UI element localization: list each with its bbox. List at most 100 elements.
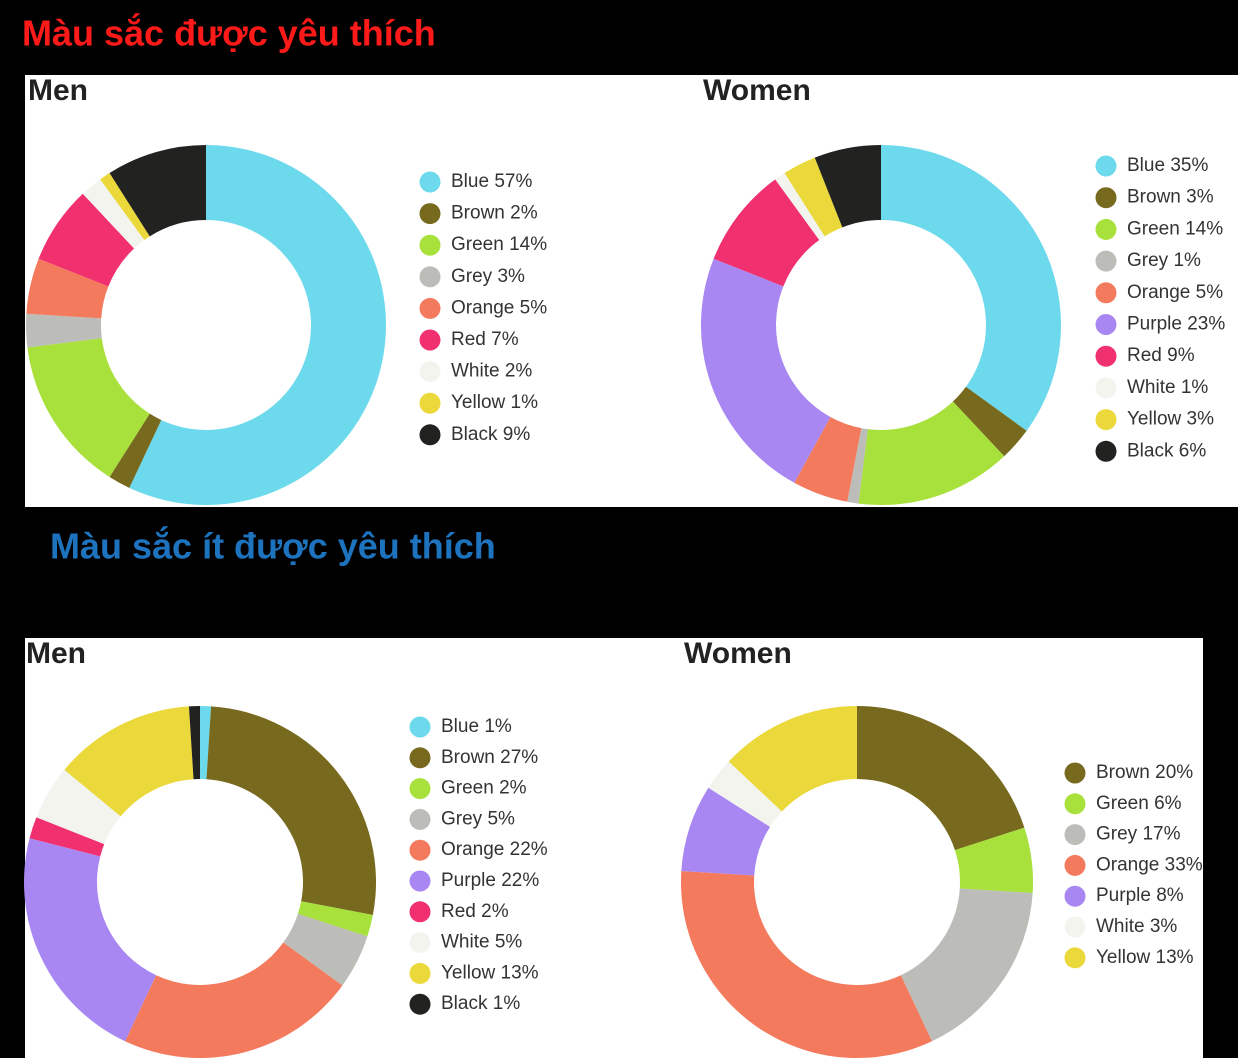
legend-swatch bbox=[409, 962, 431, 984]
legend-entry: Brown 2% bbox=[451, 203, 538, 224]
legend-value: 9% bbox=[1167, 345, 1195, 366]
legend-swatch bbox=[409, 993, 431, 1015]
legend-value: 3% bbox=[497, 266, 525, 287]
legend-entry: Red 7% bbox=[451, 329, 519, 350]
legend-swatch bbox=[409, 747, 431, 769]
slice bbox=[129, 145, 387, 505]
slice bbox=[297, 901, 373, 937]
legend-label: Purple bbox=[1096, 885, 1151, 906]
legend-entry: Purple 22% bbox=[441, 870, 539, 891]
legend-swatch bbox=[419, 171, 441, 193]
legend-label: Yellow bbox=[441, 962, 496, 983]
legend-entry: White 5% bbox=[441, 932, 522, 953]
legend-entry: Orange 33% bbox=[1096, 854, 1203, 875]
legend-label: Orange bbox=[451, 297, 514, 318]
slice bbox=[858, 401, 1005, 506]
slice bbox=[109, 145, 206, 237]
legend-value: 3% bbox=[1187, 409, 1215, 430]
legend-entry: Orange 5% bbox=[1127, 282, 1223, 303]
legend-value: 14% bbox=[509, 234, 547, 255]
legend-label: Grey bbox=[451, 266, 493, 287]
legend-entry: Brown 27% bbox=[441, 747, 538, 768]
slice bbox=[26, 258, 109, 319]
legend-value: 27% bbox=[500, 747, 538, 768]
legend-value: 5% bbox=[495, 932, 523, 953]
slice bbox=[794, 417, 862, 502]
legend-entry: Grey 17% bbox=[1096, 824, 1181, 845]
legend-label: Orange bbox=[1096, 854, 1159, 875]
legend-label: Brown bbox=[1096, 762, 1150, 783]
legend-swatch bbox=[1095, 218, 1117, 240]
legend-value: 2% bbox=[481, 901, 509, 922]
legend-entry: Orange 5% bbox=[451, 297, 547, 318]
slice bbox=[82, 179, 145, 249]
legend-value: 23% bbox=[1187, 314, 1225, 335]
legend-label: Yellow bbox=[1127, 409, 1182, 430]
legend-swatch bbox=[419, 329, 441, 351]
legend-label: Green bbox=[1096, 793, 1149, 814]
slice bbox=[701, 258, 831, 483]
legend-entry: White 2% bbox=[451, 361, 532, 382]
legend-swatch bbox=[409, 932, 431, 954]
legend-value: 2% bbox=[499, 778, 527, 799]
legend-label: Purple bbox=[441, 870, 496, 891]
legend-label: Red bbox=[441, 901, 476, 922]
legend-swatch bbox=[1095, 409, 1117, 431]
slice bbox=[36, 769, 121, 845]
legend-swatch bbox=[1064, 854, 1086, 876]
slice bbox=[26, 313, 102, 348]
legend-value: 3% bbox=[1150, 916, 1178, 937]
legend-label: Purple bbox=[1127, 314, 1182, 335]
slice bbox=[125, 942, 343, 1058]
legend-entry: Red 9% bbox=[1127, 345, 1195, 366]
legend-swatch bbox=[1095, 155, 1117, 177]
slice bbox=[23, 838, 157, 1042]
legend-label: White bbox=[1096, 916, 1145, 937]
legend-value: 5% bbox=[1196, 282, 1224, 303]
legend-entry: Yellow 3% bbox=[1127, 409, 1214, 430]
legend-swatch bbox=[409, 901, 431, 923]
legend-value: 14% bbox=[1185, 218, 1223, 239]
legend-entry: Grey 1% bbox=[1127, 250, 1201, 271]
heading: Màu sắc ít được yêu thích bbox=[50, 525, 496, 567]
slice bbox=[681, 870, 932, 1058]
legend-entry: Red 2% bbox=[441, 901, 509, 922]
chart-title: Women bbox=[684, 637, 792, 670]
legend-entry: Green 6% bbox=[1096, 793, 1182, 814]
slice bbox=[200, 706, 212, 780]
slice bbox=[881, 145, 1061, 431]
legend-label: Grey bbox=[1127, 250, 1169, 271]
legend-value: 22% bbox=[501, 870, 539, 891]
legend-swatch bbox=[1095, 440, 1117, 462]
legend-swatch bbox=[419, 392, 441, 414]
legend-entry: Green 14% bbox=[451, 234, 547, 255]
legend-swatch bbox=[1095, 345, 1117, 367]
legend-value: 9% bbox=[503, 424, 531, 445]
legend-swatch bbox=[1064, 947, 1086, 969]
legend-label: Red bbox=[1127, 345, 1162, 366]
legend-value: 20% bbox=[1155, 762, 1193, 783]
legend-entry: Brown 20% bbox=[1096, 762, 1193, 783]
legend-swatch bbox=[419, 266, 441, 288]
legend-value: 1% bbox=[1181, 377, 1209, 398]
slice bbox=[188, 706, 200, 780]
legend-entry: Black 6% bbox=[1127, 440, 1206, 461]
legend-label: Black bbox=[451, 424, 498, 445]
slice bbox=[29, 817, 105, 857]
slice bbox=[100, 173, 150, 241]
slice bbox=[847, 428, 868, 504]
legend-swatch bbox=[409, 839, 431, 861]
legend-value: 57% bbox=[494, 171, 532, 192]
legend-entry: Blue 1% bbox=[441, 716, 512, 737]
legend-label: Grey bbox=[441, 808, 483, 829]
legend-entry: Yellow 13% bbox=[441, 962, 539, 983]
slice bbox=[708, 761, 782, 827]
slice bbox=[728, 706, 857, 812]
legend-swatch bbox=[419, 297, 441, 319]
legend-label: White bbox=[441, 932, 490, 953]
legend-swatch bbox=[409, 778, 431, 800]
legend-entry: Green 2% bbox=[441, 778, 527, 799]
legend-label: Yellow bbox=[1096, 947, 1151, 968]
